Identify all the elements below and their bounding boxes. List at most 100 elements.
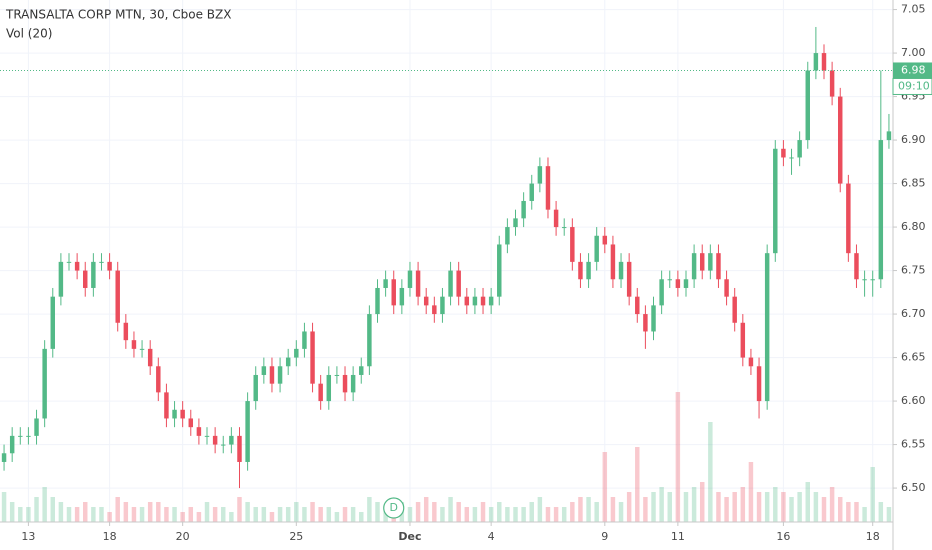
volume-bar [708, 422, 713, 522]
candle-body [359, 366, 364, 375]
axes: 6.506.556.606.656.706.756.806.856.906.95… [0, 3, 932, 543]
last-price-box [893, 62, 932, 79]
x-tick-label: Dec [398, 530, 421, 543]
candle-body [837, 96, 843, 184]
candle-body [1, 453, 7, 462]
y-tick-label: 6.80 [901, 220, 926, 233]
candle-body [123, 322, 129, 341]
volume-bar [261, 507, 267, 522]
candle-body [131, 340, 137, 349]
volume-bar [188, 507, 194, 522]
volume-bar [407, 507, 413, 522]
x-tick-label: 11 [671, 530, 685, 543]
volume-bar [464, 507, 470, 522]
candle-body [781, 148, 786, 158]
volume-bar [423, 497, 429, 522]
volume-bar [675, 392, 681, 522]
candle-body [716, 253, 721, 280]
volume-bar [829, 487, 835, 522]
volume-bar [610, 497, 616, 522]
candle-body [391, 279, 396, 306]
volume-bar [586, 497, 591, 522]
candle-body [748, 357, 754, 367]
candle-body [659, 279, 664, 306]
volume-bar [513, 507, 518, 522]
volume-bar [172, 507, 177, 522]
candle-body [699, 253, 705, 271]
volume-bar [699, 482, 705, 522]
volume-bar [537, 497, 543, 522]
volume-bar [294, 502, 299, 522]
volume-bar [643, 497, 648, 522]
volume-bar [50, 497, 56, 522]
candle-body [675, 279, 681, 288]
candle-body [626, 261, 632, 297]
volume-bar [204, 502, 210, 522]
candle-body [399, 287, 405, 306]
volume-bar [813, 492, 819, 522]
volume-bar [277, 507, 283, 522]
x-tick-label: 20 [176, 530, 190, 543]
candle-body [643, 314, 648, 332]
candle-body [464, 296, 470, 306]
candle-body [172, 409, 177, 419]
event-label: D [389, 501, 397, 514]
candle-body [342, 374, 348, 393]
candle-body [415, 270, 421, 297]
candle-body [708, 253, 713, 271]
candle-body [91, 261, 96, 288]
candle-body [139, 348, 145, 350]
volume-bar [58, 502, 64, 522]
volume-bar [375, 502, 380, 522]
candle-body [789, 157, 794, 159]
y-tick-label: 6.50 [901, 481, 926, 494]
volume-bar [740, 487, 746, 522]
candle-body [553, 209, 559, 228]
candle-body [253, 374, 258, 402]
volume-bar [545, 507, 551, 522]
volume-bar [488, 507, 494, 522]
volume-bar [724, 497, 729, 522]
y-tick-label: 6.90 [901, 133, 926, 146]
volume-bar [789, 497, 794, 522]
volume-bar [34, 497, 39, 522]
volume-bar [472, 507, 478, 522]
volume-bar [683, 492, 689, 522]
candle-body [269, 366, 275, 384]
volume-bar [448, 497, 453, 522]
candle-body [367, 314, 372, 367]
volume-bar [497, 502, 502, 522]
volume-bar [334, 512, 340, 522]
volume-bar [310, 502, 315, 522]
volume-bar [9, 502, 15, 522]
candle-body [561, 227, 567, 229]
event-marker [383, 497, 405, 519]
candle-body [432, 305, 437, 315]
candle-body [732, 296, 737, 323]
y-tick-label: 7.00 [901, 46, 926, 59]
volume-bar [781, 492, 786, 522]
volume-bar [367, 497, 372, 522]
candle-body [578, 261, 583, 280]
candle-body [147, 348, 153, 367]
volume-bar [578, 497, 583, 522]
candle-body [245, 401, 250, 462]
candle-body [683, 279, 689, 288]
candle-body [334, 374, 340, 376]
volume-bar [180, 512, 185, 522]
candle-body [261, 366, 267, 375]
y-tick-label: 6.75 [901, 264, 926, 277]
candle-body [821, 53, 827, 71]
volume-bar [862, 507, 867, 522]
volume-bar [83, 502, 88, 522]
candle-body [545, 166, 551, 210]
volume-bar [553, 507, 559, 522]
candle-body [156, 366, 161, 393]
candle-body [74, 261, 80, 271]
volume-bar [456, 502, 461, 522]
x-tick-label: 18 [866, 530, 880, 543]
candle-body [724, 279, 729, 297]
volume-bar [107, 512, 112, 522]
candle-body [805, 70, 810, 141]
